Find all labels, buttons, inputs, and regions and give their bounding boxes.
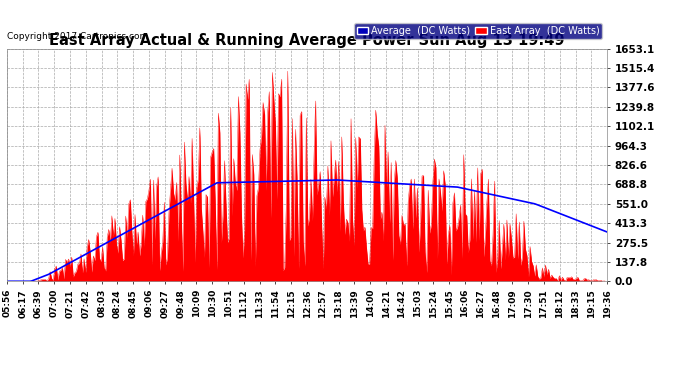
Text: Copyright 2017 Cartronics.com: Copyright 2017 Cartronics.com (7, 32, 148, 41)
Legend: Average  (DC Watts), East Array  (DC Watts): Average (DC Watts), East Array (DC Watts… (353, 23, 602, 39)
Title: East Array Actual & Running Average Power Sun Aug 13 19:49: East Array Actual & Running Average Powe… (49, 33, 565, 48)
